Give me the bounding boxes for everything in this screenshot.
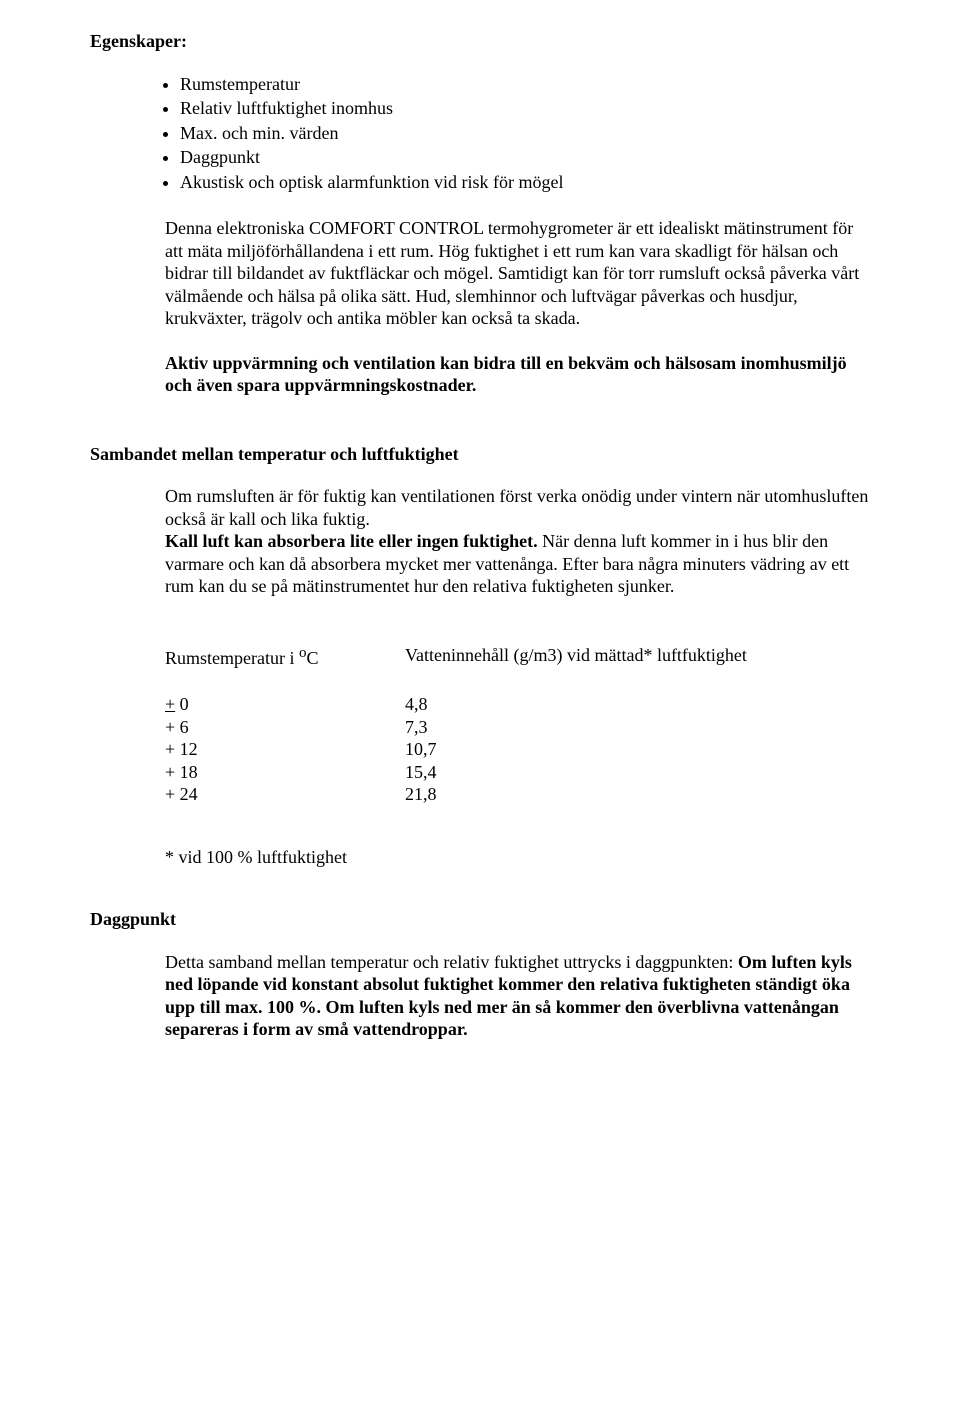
table-header-water: Vatteninnehåll (g/m3) vid mättad* luftfu…	[405, 644, 870, 670]
text: C	[306, 648, 318, 668]
table-cell-temp: + 24	[165, 783, 405, 806]
text-bold: Kall luft kan absorbera lite eller ingen…	[165, 531, 538, 551]
table-row: + 6 7,3	[165, 716, 870, 739]
table-row: + 24 21,8	[165, 783, 870, 806]
sambandet-heading: Sambandet mellan temperatur och luftfukt…	[90, 443, 870, 466]
table-cell-temp: + 12	[165, 738, 405, 761]
table-cell-water: 21,8	[405, 783, 870, 806]
table-cell-water: 10,7	[405, 738, 870, 761]
egenskaper-paragraph-1: Denna elektroniska COMFORT CONTROL termo…	[165, 217, 870, 330]
egenskaper-paragraph-2: Aktiv uppvärmning och ventilation kan bi…	[165, 352, 870, 397]
daggpunkt-heading: Daggpunkt	[90, 908, 870, 931]
daggpunkt-paragraph: Detta samband mellan temperatur och rela…	[165, 951, 870, 1041]
table-body: + 0 4,8 + 6 7,3 + 12 10,7 + 18 15,4 + 24…	[165, 693, 870, 806]
text: +	[165, 694, 175, 714]
list-item: Daggpunkt	[180, 146, 870, 169]
egenskaper-bullets: Rumstemperatur Relativ luftfuktighet ino…	[90, 73, 870, 194]
table-row: + 12 10,7	[165, 738, 870, 761]
list-item: Rumstemperatur	[180, 73, 870, 96]
table-footnote: * vid 100 % luftfuktighet	[165, 846, 870, 869]
table-row: + 18 15,4	[165, 761, 870, 784]
text: Rumstemperatur i	[165, 648, 299, 668]
list-item: Max. och min. värden	[180, 122, 870, 145]
table-cell-temp: + 0	[165, 693, 405, 716]
table-header-row: Rumstemperatur i oC Vatteninnehåll (g/m3…	[165, 644, 870, 670]
table-cell-water: 4,8	[405, 693, 870, 716]
egenskaper-heading: Egenskaper:	[90, 30, 870, 53]
text: Detta samband mellan temperatur och rela…	[165, 952, 738, 972]
list-item: Relativ luftfuktighet inomhus	[180, 97, 870, 120]
list-item: Akustisk och optisk alarmfunktion vid ri…	[180, 171, 870, 194]
table-cell-water: 7,3	[405, 716, 870, 739]
sambandet-paragraph: Om rumsluften är för fuktig kan ventilat…	[165, 485, 870, 598]
table-cell-temp: + 6	[165, 716, 405, 739]
table-row: + 0 4,8	[165, 693, 870, 716]
table-header-temp: Rumstemperatur i oC	[165, 644, 405, 670]
table-cell-temp: + 18	[165, 761, 405, 784]
text: 0	[175, 694, 189, 714]
text: Om rumsluften är för fuktig kan ventilat…	[165, 486, 868, 529]
table-cell-water: 15,4	[405, 761, 870, 784]
